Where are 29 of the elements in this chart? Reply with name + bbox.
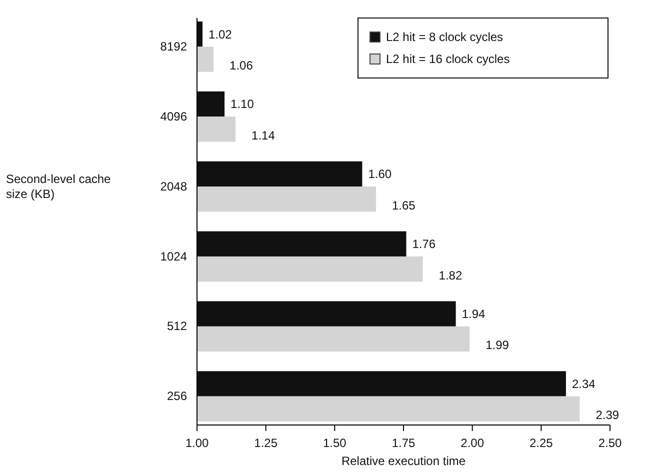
- data-label: 1.76: [412, 237, 436, 252]
- y-tick-label: 1024: [160, 249, 188, 264]
- y-tick-label: 512: [166, 319, 188, 334]
- data-label: 1.65: [392, 198, 416, 212]
- data-label: 1.82: [438, 268, 462, 282]
- x-tick-label: 1.75: [392, 436, 416, 450]
- data-label: 1.02: [208, 27, 232, 42]
- x-tick-label: 2.25: [529, 436, 554, 450]
- data-label: 2.34: [572, 376, 596, 391]
- y-tick-label: 2048: [160, 179, 188, 194]
- x-tick-label: 1.25: [254, 436, 278, 450]
- x-tick-label: 2.00: [460, 436, 484, 450]
- data-label: 1.99: [486, 338, 510, 352]
- data-label: 1.10: [230, 97, 254, 112]
- x-tick-label: 1.50: [322, 436, 347, 450]
- data-label: 1.06: [230, 58, 254, 72]
- legend-label: L2 hit = 8 clock cycles: [386, 30, 504, 44]
- x-tick-label: 2.50: [598, 436, 622, 450]
- y-tick-label: 256: [166, 389, 188, 404]
- data-label: 2.39: [596, 408, 620, 422]
- data-label: 1.94: [462, 307, 486, 322]
- data-label: 1.14: [252, 128, 276, 142]
- y-axis-title: Second-level cache size (KB): [6, 172, 112, 201]
- legend-label: L2 hit = 16 clock cycles: [386, 52, 510, 66]
- x-axis-title: Relative execution time: [341, 454, 466, 468]
- y-tick-label: 4096: [160, 109, 188, 124]
- y-tick-label: 8192: [160, 40, 188, 54]
- data-label: 1.60: [368, 167, 392, 182]
- x-tick-label: 1.00: [185, 436, 209, 450]
